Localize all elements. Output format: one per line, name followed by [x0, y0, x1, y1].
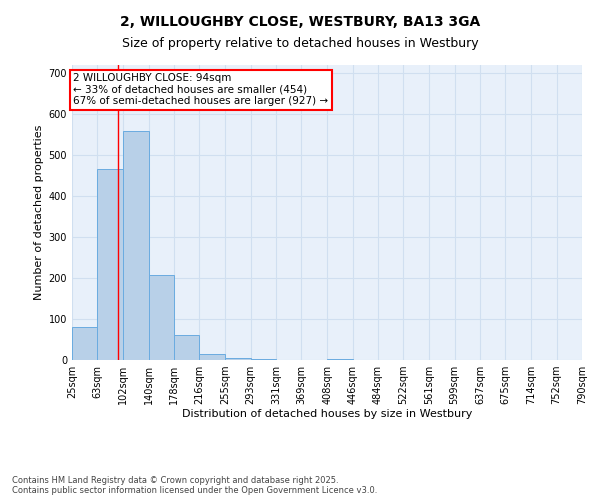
Bar [149, 275, 174, 360]
Text: 2, WILLOUGHBY CLOSE, WESTBURY, BA13 3GA: 2, WILLOUGHBY CLOSE, WESTBURY, BA13 3GA [120, 15, 480, 29]
Y-axis label: Number of detached properties: Number of detached properties [34, 125, 44, 300]
Bar [72, 327, 97, 360]
Bar [226, 358, 251, 360]
Bar [251, 359, 276, 360]
X-axis label: Distribution of detached houses by size in Westbury: Distribution of detached houses by size … [182, 408, 472, 418]
Text: 2 WILLOUGHBY CLOSE: 94sqm
← 33% of detached houses are smaller (454)
67% of semi: 2 WILLOUGHBY CLOSE: 94sqm ← 33% of detac… [73, 73, 328, 106]
Bar [124, 130, 149, 360]
Bar [174, 336, 199, 360]
Bar [97, 170, 124, 360]
Bar [199, 354, 226, 360]
Bar [328, 359, 353, 360]
Text: Size of property relative to detached houses in Westbury: Size of property relative to detached ho… [122, 38, 478, 51]
Text: Contains HM Land Registry data © Crown copyright and database right 2025.
Contai: Contains HM Land Registry data © Crown c… [12, 476, 377, 495]
